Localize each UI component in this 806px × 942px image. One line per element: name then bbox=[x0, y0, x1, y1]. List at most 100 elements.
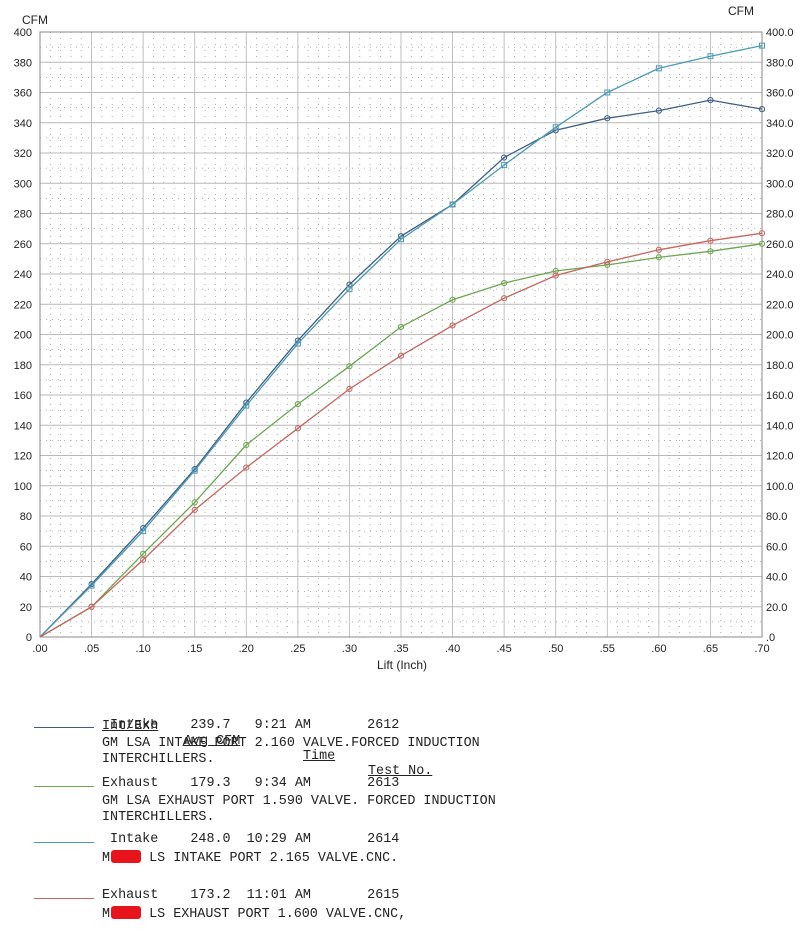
legend-swatch bbox=[34, 786, 94, 787]
data-point bbox=[294, 425, 301, 432]
data-point bbox=[552, 267, 559, 275]
y-left-tick-label: 40 bbox=[20, 572, 32, 584]
data-point bbox=[191, 467, 198, 474]
x-tick-label: .25 bbox=[290, 643, 305, 655]
x-tick-label: .00 bbox=[32, 643, 47, 655]
data-point bbox=[243, 441, 250, 449]
data-point bbox=[552, 124, 559, 131]
y-right-tick-label: 240.0 bbox=[766, 269, 794, 281]
test-legend: Int/Exh Avg CFM Time Test No. Intake 239… bbox=[0, 690, 806, 942]
x-tick-label: .40 bbox=[445, 643, 460, 655]
entry-description-2: INTERCHILLERS. bbox=[102, 752, 215, 767]
y-left-tick-label: 120 bbox=[14, 451, 32, 463]
entry-description: GM LSA EXHAUST PORT 1.590 VALVE. FORCED … bbox=[102, 794, 496, 809]
data-point bbox=[604, 89, 611, 96]
data-point bbox=[140, 556, 147, 563]
data-point bbox=[501, 295, 508, 302]
data-point bbox=[604, 258, 611, 265]
data-point bbox=[88, 603, 95, 610]
y-left-tick-label: 280 bbox=[14, 209, 32, 221]
series-line-1 bbox=[39, 99, 763, 638]
y-left-tick-label: 400 bbox=[14, 27, 32, 39]
y-right-tick-label: 80.0 bbox=[766, 511, 787, 523]
x-tick-label: .50 bbox=[548, 643, 563, 655]
data-point bbox=[758, 240, 766, 247]
x-tick-label: .35 bbox=[393, 643, 408, 655]
data-point bbox=[655, 107, 662, 114]
data-point bbox=[346, 281, 353, 288]
entry-summary: Intake 239.7 9:21 AM 2612 bbox=[102, 718, 400, 733]
data-point bbox=[501, 279, 508, 287]
x-tick-label: .20 bbox=[239, 643, 254, 655]
data-point bbox=[707, 237, 714, 244]
y-left-tick-label: 80 bbox=[20, 511, 32, 523]
chart-frame bbox=[39, 31, 763, 638]
x-tick-label: .60 bbox=[651, 643, 666, 655]
y-left-tick-label: 340 bbox=[14, 118, 32, 130]
data-point bbox=[552, 272, 559, 279]
y-right-tick-label: 60.0 bbox=[766, 541, 787, 553]
y-left-tick-label: 100 bbox=[14, 481, 32, 493]
data-point bbox=[346, 363, 353, 370]
y-right-tick-label: 360.0 bbox=[766, 88, 794, 100]
flow-chart: 0 20 40 60 80 100 120 140 160 180 200 220 240 260 280 3… bbox=[14, 4, 794, 672]
y-right-tick-label: 320.0 bbox=[766, 148, 794, 160]
x-axis-label: Lift (Inch) bbox=[377, 658, 427, 672]
y-left-tick-label: 300 bbox=[14, 178, 32, 190]
chart-series bbox=[39, 42, 766, 638]
entry-description-2: INTERCHILLERS. bbox=[102, 810, 215, 825]
legend-header: Int/Exh Avg CFM Time Test No. bbox=[102, 704, 432, 794]
data-point bbox=[758, 230, 766, 237]
entry-prefix: M bbox=[102, 851, 111, 866]
entry-description: M LS EXHAUST PORT 1.600 VALVE.CNC, bbox=[102, 906, 406, 922]
header-time: Time bbox=[303, 749, 336, 764]
y-right-tick-label: 260.0 bbox=[766, 239, 794, 251]
y-left-tick-label: 380 bbox=[14, 57, 32, 69]
data-point bbox=[707, 96, 714, 104]
x-tick-label: .70 bbox=[754, 643, 769, 655]
y-right-tick-label: 380.0 bbox=[766, 57, 794, 69]
y-right-tick-label: 400.0 bbox=[766, 27, 794, 39]
y-left-tick-label: 200 bbox=[14, 330, 32, 342]
x-tick-label: .05 bbox=[84, 643, 99, 655]
entry-description: M LS INTAKE PORT 2.165 VALVE.CNC. bbox=[102, 850, 398, 866]
legend-swatch bbox=[34, 727, 94, 728]
redaction-mark bbox=[111, 850, 142, 863]
y-left-tick-label: 20 bbox=[20, 602, 32, 614]
y-right-tick-label: 300.0 bbox=[766, 178, 794, 190]
redaction-mark bbox=[111, 906, 142, 919]
x-tick-label: .55 bbox=[600, 643, 615, 655]
y-left-tick-label: 0 bbox=[26, 632, 32, 644]
data-point bbox=[655, 65, 662, 72]
entry-summary: Intake 248.0 10:29 AM 2614 bbox=[102, 832, 400, 847]
y-left-tick-label: 180 bbox=[14, 360, 32, 372]
data-point bbox=[398, 236, 404, 243]
data-point bbox=[397, 352, 405, 359]
y-axis-label-left: CFM bbox=[22, 13, 48, 27]
series-line-4 bbox=[39, 232, 763, 638]
y-left-tick-label: 360 bbox=[14, 88, 32, 100]
y-right-tick-label: 120.0 bbox=[766, 451, 794, 463]
entry-summary: Exhaust 179.3 9:34 AM 2613 bbox=[102, 776, 400, 791]
y-right-tick-label: 40.0 bbox=[766, 572, 787, 584]
entry-summary: Exhaust 173.2 11:01 AM 2615 bbox=[102, 888, 400, 903]
y-right-tick-label: 140.0 bbox=[766, 420, 794, 432]
y-right-tick-label: .0 bbox=[766, 632, 775, 644]
legend-swatch bbox=[34, 898, 94, 899]
chart-grid bbox=[39, 31, 763, 638]
y-right-tick-label: 200.0 bbox=[766, 330, 794, 342]
legend-swatch bbox=[34, 842, 94, 843]
y-left-tick-label: 260 bbox=[14, 239, 32, 251]
y-left-tick-label: 60 bbox=[20, 541, 32, 553]
data-point bbox=[655, 254, 662, 261]
data-point bbox=[294, 340, 301, 347]
data-point bbox=[759, 42, 765, 49]
data-point bbox=[397, 323, 405, 331]
y-right-tick-label: 340.0 bbox=[766, 118, 794, 130]
series-line-3 bbox=[39, 44, 763, 638]
data-point bbox=[655, 246, 662, 253]
y-left-tick-label: 220 bbox=[14, 299, 32, 311]
x-tick-label: .15 bbox=[187, 643, 202, 655]
entry-description: GM LSA INTAKE PORT 2.160 VALVE.FORCED IN… bbox=[102, 736, 480, 751]
chart-ticks: 0 20 40 60 80 100 120 140 160 180 200 220 240 260 280 3… bbox=[14, 27, 794, 655]
